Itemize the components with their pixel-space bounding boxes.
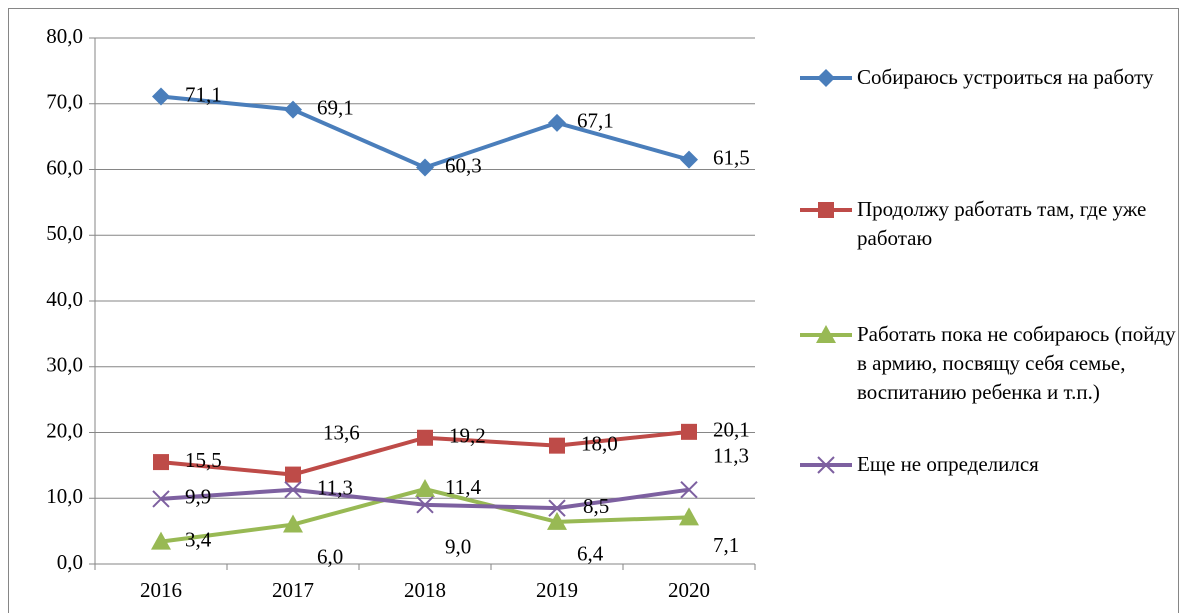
legend-marker [817, 456, 835, 474]
data-label: 6,0 [317, 544, 343, 568]
data-point [153, 454, 169, 471]
y-tick-label: 30,0 [46, 353, 83, 377]
y-tick-label: 60,0 [46, 155, 83, 179]
data-point [680, 480, 698, 499]
data-label: 13,6 [323, 420, 360, 444]
data-label: 20,1 [713, 418, 750, 442]
y-tick-label: 20,0 [46, 418, 83, 442]
y-tick-label: 40,0 [46, 287, 83, 311]
y-tick-label: 10,0 [46, 484, 83, 508]
data-point [679, 507, 699, 526]
y-tick-label: 70,0 [46, 90, 83, 114]
data-point [417, 429, 433, 446]
data-point [681, 423, 697, 440]
legend-marker [816, 325, 836, 343]
data-point [548, 113, 566, 132]
x-tick-label: 2016 [140, 578, 182, 602]
data-point [284, 480, 302, 499]
data-label: 67,1 [577, 109, 614, 133]
data-point [548, 499, 566, 517]
data-label: 15,5 [185, 448, 222, 472]
data-label: 8,5 [583, 494, 609, 518]
data-point [152, 87, 170, 106]
legend-label: Продолжу работать там, где уже работаю [857, 197, 1147, 250]
data-point [547, 511, 567, 530]
data-label: 19,2 [449, 424, 486, 448]
data-point [284, 100, 302, 119]
data-label: 11,3 [317, 476, 353, 500]
legend-label: Еще не определился [857, 452, 1039, 476]
data-label: 9,9 [185, 485, 211, 509]
data-point [549, 437, 565, 454]
x-tick-label: 2019 [536, 578, 578, 602]
data-label: 7,1 [713, 533, 739, 557]
data-label: 71,1 [185, 82, 222, 106]
legend-marker [818, 202, 834, 218]
x-tick-label: 2018 [404, 578, 446, 602]
x-tick-label: 2020 [668, 578, 710, 602]
y-tick-label: 80,0 [46, 24, 83, 48]
data-label: 69,1 [317, 95, 354, 119]
data-label: 61,5 [713, 145, 750, 169]
data-label: 18,0 [581, 431, 618, 455]
data-label: 6,4 [577, 542, 604, 566]
data-point [416, 158, 434, 177]
data-label: 3,4 [185, 527, 212, 551]
x-tick-label: 2017 [272, 578, 314, 602]
data-label: 9,0 [445, 535, 471, 559]
data-label: 11,4 [445, 475, 481, 499]
y-tick-label: 0,0 [57, 550, 83, 574]
data-point [151, 531, 171, 550]
data-point [680, 150, 698, 169]
legend-label: Работать пока не собираюсь (пойду в арми… [857, 322, 1176, 404]
legend-marker [817, 69, 835, 87]
data-point [283, 514, 303, 533]
y-tick-label: 50,0 [46, 221, 83, 245]
data-point [152, 490, 170, 508]
legend-label: Собираюсь устроиться на работу [857, 65, 1154, 89]
data-point [285, 466, 301, 483]
data-point [415, 479, 435, 498]
data-label: 60,3 [445, 153, 482, 177]
chart-frame [8, 8, 1179, 613]
data-point [416, 496, 434, 514]
data-label: 11,3 [713, 444, 749, 468]
